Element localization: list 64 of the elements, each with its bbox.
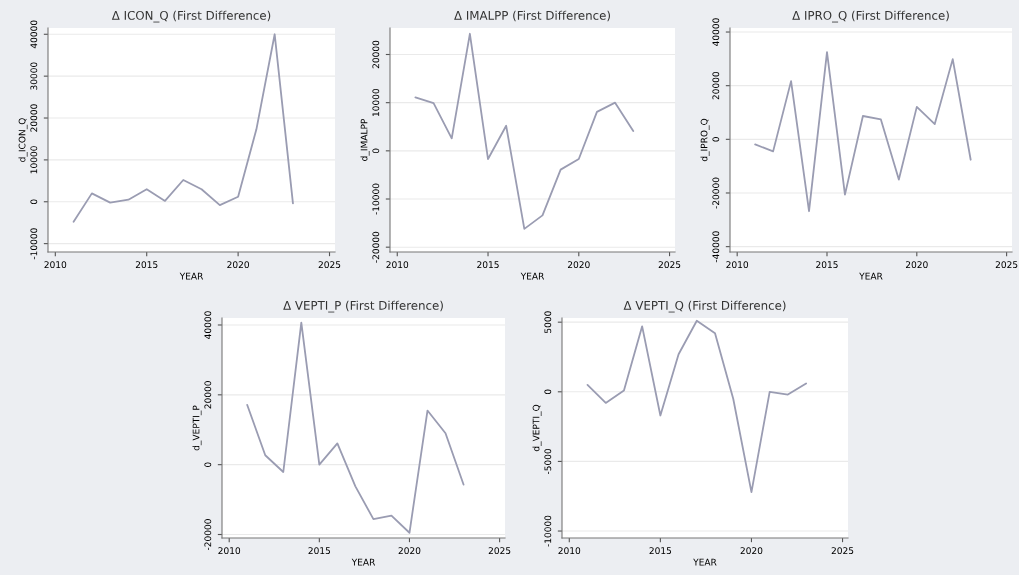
y-tick-label: 30000 <box>30 62 38 90</box>
y-axis-title: d_IPRO_Q <box>700 118 710 162</box>
y-tick-label: -20000 <box>204 519 212 551</box>
x-tick-label: 2025 <box>995 261 1018 269</box>
y-tick-label: -20000 <box>372 231 380 263</box>
x-tick-label: 2025 <box>318 261 341 269</box>
x-tick-label: 2020 <box>227 261 249 269</box>
y-tick-label: 10000 <box>372 88 380 117</box>
y-tick-label: 0 <box>30 199 38 205</box>
x-axis-title: YEAR <box>693 558 717 566</box>
x-tick-label: 2015 <box>308 547 331 555</box>
y-tick-label: 40000 <box>204 311 212 339</box>
x-tick-label: 2015 <box>816 261 838 269</box>
y-axis-title: d_ICON_Q <box>18 118 28 162</box>
y-tick-label: -20000 <box>712 177 720 209</box>
y-tick-label: 5000 <box>544 311 552 333</box>
chart-title: Δ IPRO_Q (First Difference) <box>792 10 949 23</box>
x-tick-label: 2010 <box>558 547 581 555</box>
y-tick-label: -10000 <box>544 515 552 547</box>
x-tick-label: 2020 <box>567 261 590 269</box>
y-tick-label: 20000 <box>204 381 212 409</box>
y-tick-label: 0 <box>204 462 212 467</box>
y-tick-label: 40000 <box>30 20 38 49</box>
y-tick-label: -10000 <box>30 228 38 260</box>
y-tick-label: -5000 <box>544 448 552 475</box>
x-tick-label: 2020 <box>905 261 928 269</box>
x-tick-label: 2015 <box>649 547 672 555</box>
x-tick-label: 2015 <box>477 261 499 269</box>
x-tick-label: 2010 <box>44 261 67 269</box>
x-tick-label: 2010 <box>218 547 241 555</box>
x-tick-label: 2010 <box>386 261 409 269</box>
x-tick-label: 2025 <box>831 547 854 555</box>
chart-title: Δ IMALPP (First Difference) <box>454 10 610 22</box>
x-axis-title: YEAR <box>520 272 545 280</box>
x-tick-label: 2020 <box>740 547 763 555</box>
y-axis-title: d_IMALPP <box>360 118 370 161</box>
y-axis-title: d_VEPTI_Q <box>532 404 542 452</box>
y-tick-label: 0 <box>712 137 720 142</box>
chart-title: Δ ICON_Q (First Difference) <box>111 10 271 23</box>
y-axis-title: d_VEPTI_P <box>192 405 202 451</box>
line-series <box>586 319 808 493</box>
y-tick-label: 0 <box>544 389 552 395</box>
y-tick-label: -10000 <box>372 183 380 215</box>
line-series <box>754 51 972 213</box>
chart-title: Δ VEPTI_Q (First Difference) <box>623 300 786 313</box>
y-tick-label: 0 <box>372 148 380 154</box>
y-tick-label: -40000 <box>712 231 720 263</box>
x-tick-label: 2025 <box>658 261 681 269</box>
x-tick-label: 2025 <box>488 547 511 555</box>
x-tick-label: 2020 <box>398 547 421 555</box>
y-tick-label: 10000 <box>30 146 38 174</box>
x-tick-label: 2015 <box>135 261 158 269</box>
x-axis-title: YEAR <box>351 558 376 566</box>
line-series <box>246 321 465 534</box>
y-tick-label: 40000 <box>712 18 720 46</box>
y-tick-label: 20000 <box>712 71 720 100</box>
x-axis-title: YEAR <box>179 272 204 280</box>
chart-title: Δ VEPTI_P (First Difference) <box>283 300 443 313</box>
line-series <box>72 33 294 223</box>
x-tick-label: 2010 <box>726 261 749 269</box>
x-axis-title: YEAR <box>859 272 883 280</box>
y-tick-label: 20000 <box>372 40 380 69</box>
line-series <box>414 32 635 230</box>
y-tick-label: 20000 <box>30 104 38 132</box>
